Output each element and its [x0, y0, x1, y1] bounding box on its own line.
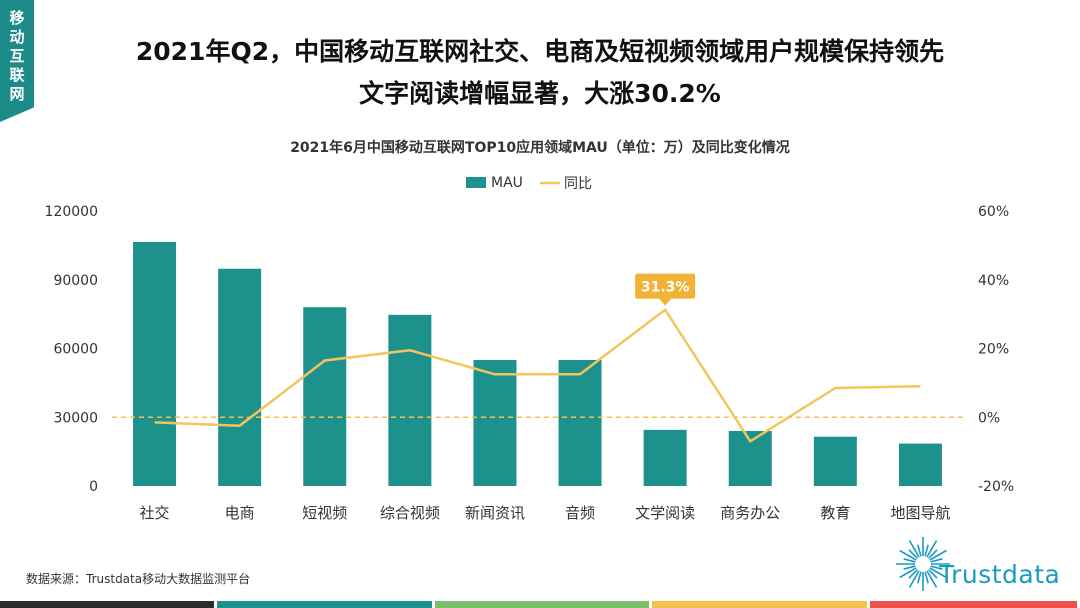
footer-bar — [652, 601, 867, 608]
corner-tag-char: 互 — [9, 47, 25, 65]
sunburst-ray — [908, 569, 918, 579]
y-right-tick-label: 60% — [978, 204, 1009, 220]
x-tick-label: 电商 — [225, 504, 255, 522]
sunburst-ray — [928, 549, 938, 559]
bar-mau — [813, 436, 857, 486]
sunburst-ray — [930, 558, 943, 563]
chart: MAU 同比 0 30000 60000 90000 120000 -20% 0% 20% 40% 6… — [45, 175, 1015, 522]
sunburst-ray — [930, 565, 943, 570]
corner-tag: 移 动 互 联 网 — [0, 0, 34, 122]
bar-mau — [558, 359, 602, 486]
sunburst-ray — [908, 570, 920, 588]
page-title-line1: 2021年Q2，中国移动互联网社交、电商及短视频领域用户规模保持领先 — [135, 37, 945, 66]
y-left-tick-label: 0 — [89, 479, 98, 495]
sunburst-ray — [903, 565, 916, 570]
sunburst-ray — [928, 569, 938, 579]
sunburst-ray — [926, 540, 938, 558]
y-left-tick-label: 90000 — [53, 273, 98, 289]
sunburst-ray — [924, 571, 929, 584]
y-left-tick-label: 30000 — [53, 410, 98, 426]
trustdata-logo: Trustdata — [893, 534, 1073, 594]
y-right-tick-label: -20% — [978, 479, 1014, 495]
sunburst-icon — [896, 537, 950, 591]
legend-swatch-mau — [466, 177, 486, 188]
bar-mau — [133, 241, 177, 486]
bar-mau — [218, 268, 262, 486]
callout-pointer — [659, 298, 672, 306]
x-tick-label: 音频 — [565, 504, 595, 522]
x-tick-label: 文学阅读 — [635, 504, 695, 522]
sunburst-ray — [924, 544, 929, 557]
callout-label: 31.3% — [641, 280, 690, 296]
sunburst-ray — [899, 567, 917, 579]
bar-mau — [473, 359, 517, 486]
sunburst-ray — [929, 549, 947, 561]
bar-mau — [898, 443, 942, 486]
sunburst-ray — [908, 549, 918, 559]
x-tick-label: 短视频 — [302, 504, 347, 522]
corner-tag-char: 移 — [9, 9, 25, 27]
x-tick-label: 综合视频 — [380, 504, 440, 522]
footer-bars — [0, 601, 1080, 608]
y-left-tick-label: 120000 — [45, 204, 98, 220]
data-source: 数据来源：Trustdata移动大数据监测平台 — [26, 572, 251, 586]
y-right-tick-label: 40% — [978, 273, 1009, 289]
corner-tag-char: 动 — [9, 28, 25, 46]
corner-tag-char: 网 — [9, 85, 25, 103]
footer-bar — [217, 601, 432, 608]
sunburst-ray — [929, 567, 947, 579]
x-tick-label: 社交 — [140, 504, 170, 522]
y-left-tick-label: 60000 — [53, 342, 98, 358]
bar-mau — [643, 429, 687, 486]
x-tick-label: 新闻资讯 — [465, 504, 525, 522]
x-tick-label: 商务办公 — [720, 504, 780, 522]
sunburst-ray — [908, 540, 920, 558]
x-tick-label: 教育 — [820, 504, 850, 522]
y-right-tick-label: 20% — [978, 342, 1009, 358]
chart-title: 2021年6月中国移动互联网TOP10应用领域MAU（单位：万）及同比变化情况 — [290, 140, 790, 156]
bar-mau — [303, 307, 347, 486]
page-title-line2: 文字阅读增幅显著，大涨30.2% — [359, 79, 721, 108]
sunburst-ray — [926, 570, 938, 588]
sunburst-ray — [917, 571, 922, 584]
footer-bar — [0, 601, 215, 608]
legend-label-yoy: 同比 — [564, 176, 592, 192]
footer-bar — [869, 601, 1077, 608]
bar-mau — [388, 314, 432, 486]
sunburst-ray — [899, 549, 917, 561]
logo-text: Trustdata — [939, 560, 1061, 589]
line-yoy — [154, 308, 921, 443]
sunburst-ray — [903, 558, 916, 563]
footer-bar — [434, 601, 650, 608]
sunburst-ray — [917, 544, 922, 557]
y-right-tick-label: 0% — [978, 410, 1000, 426]
corner-tag-char: 联 — [9, 66, 25, 84]
legend-label-mau: MAU — [491, 175, 523, 191]
callout-box — [635, 273, 696, 299]
x-tick-label: 地图导航 — [890, 504, 950, 522]
